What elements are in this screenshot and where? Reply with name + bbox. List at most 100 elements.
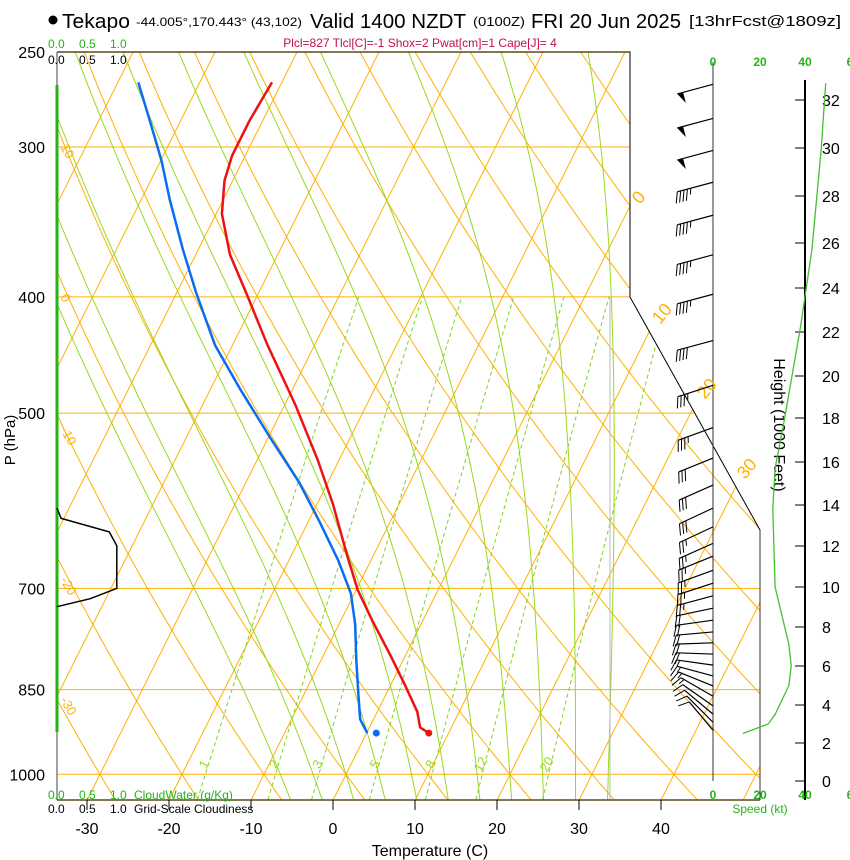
barb-half-feather [685,555,687,562]
barb-half-feather [678,679,685,685]
pressure-tick-label: 850 [18,683,45,700]
wind-barb [670,671,714,687]
barb-shaft [677,149,714,161]
pressure-tick-label: 250 [18,45,45,62]
barb-feather [674,615,678,628]
cloudwater-axis-label: CloudWater (g/Kg) [134,788,233,802]
x-tick-label: 10 [406,821,424,838]
mixing-ratio-line [267,296,423,800]
barb-feather [682,262,685,275]
isotherm-label: 0 [628,187,650,208]
x-axis-title: Temperature (C) [372,843,488,860]
dry-adiabat-line [469,52,760,800]
mixing-ratio-line [368,296,515,800]
mixing-ratio-line [197,296,360,800]
moist-adiabat-line [407,52,544,800]
dry-adiabat-line [414,52,760,800]
diagram-grid [57,52,760,800]
barb-shaft [676,607,714,617]
barb-feather [682,348,685,361]
barb-feather [676,624,681,637]
barb-shaft [677,339,714,351]
isotherm-label: 30 [733,454,761,482]
barb-pennant [677,158,686,170]
barb-feather [675,191,678,204]
wind-barb [675,293,714,316]
surface-temperature-dot [425,729,433,737]
wind-barb [670,659,714,671]
wind-barb [678,457,714,484]
barb-feather [685,301,688,313]
barb-half-feather [685,539,688,546]
barb-half-feather [677,673,683,679]
pressure-tick-label: 300 [18,140,45,157]
pressure-tick-label: 700 [18,581,45,598]
barb-feather [682,522,685,534]
surface-dewpoint-dot [372,729,380,737]
height-tick-label: 12 [822,539,840,556]
barb-feather [682,301,685,314]
barb-feather [675,350,678,362]
height-tick-label: 24 [822,281,840,298]
barb-feather [671,643,677,656]
dry-adiabat-label: -30 [57,694,79,718]
barb-shaft [677,83,714,95]
barb-feather [672,635,677,647]
barb-shaft [677,254,714,265]
barb-shaft [676,642,714,645]
cloudiness-profile-line [56,507,118,608]
mixing-ratio-line [311,296,463,800]
barb-shaft [676,631,714,636]
x-tick-label: -20 [157,821,180,838]
isotherm-line [168,52,544,800]
barb-shaft [678,555,714,571]
barb-shaft [677,214,714,226]
dry-adiabat-line [57,52,116,800]
barb-shaft [686,695,714,723]
wind-barb [676,582,714,607]
isotherm-line [578,52,760,800]
cloudwater-tick-bottom: 1.0 [110,788,127,802]
barb-feather [671,677,682,686]
speed-tick-top: 20 [753,55,767,69]
barb-shaft [688,701,714,731]
sounding-marks [137,81,433,737]
wind-barb [678,542,714,571]
wind-barb [675,214,714,237]
pressure-tick-label: 1000 [9,767,45,784]
cloudiness-tick-top: 0.0 [48,53,65,67]
barb-feather [685,261,688,274]
barb-shaft [676,652,714,655]
mixing-ratio-line [424,296,565,800]
moist-adiabat-line [57,52,355,800]
dry-adiabat-line [57,52,366,800]
mixing-ratio-line [475,296,610,800]
station-name: Tekapo [62,11,130,33]
height-tick-label: 8 [822,620,831,637]
barb-feather [685,222,688,234]
barb-feather [672,684,683,692]
barb-feather [679,604,682,617]
barb-feather [675,264,678,277]
height-tick-label: 14 [822,498,840,515]
speed-tick-bottom: 40 [798,788,812,802]
x-tick-label: 40 [652,821,670,838]
isotherm-line [86,52,462,800]
temperature-line [220,81,430,735]
cloudiness-tick-bottom: 0.5 [79,802,96,816]
wind-barb [677,426,714,452]
mixing-ratio-label: 20 [536,754,556,774]
barb-feather [685,520,688,533]
stability-indices: Plcl=827 Tlcl[C]=-1 Shox=2 Pwat[cm]=1 Ca… [283,36,557,50]
barb-feather [670,671,680,682]
x-tick-label: 20 [488,821,506,838]
x-tick-label: 0 [329,821,338,838]
barb-shaft [677,293,714,305]
utc-time: (0100Z) [473,14,525,29]
dry-adiabat-line [138,52,615,800]
barb-feather [678,558,681,571]
wind-barb [675,339,714,362]
barb-shaft [677,665,714,677]
barb-shaft [676,619,714,626]
height-tick-label: 10 [822,580,840,597]
